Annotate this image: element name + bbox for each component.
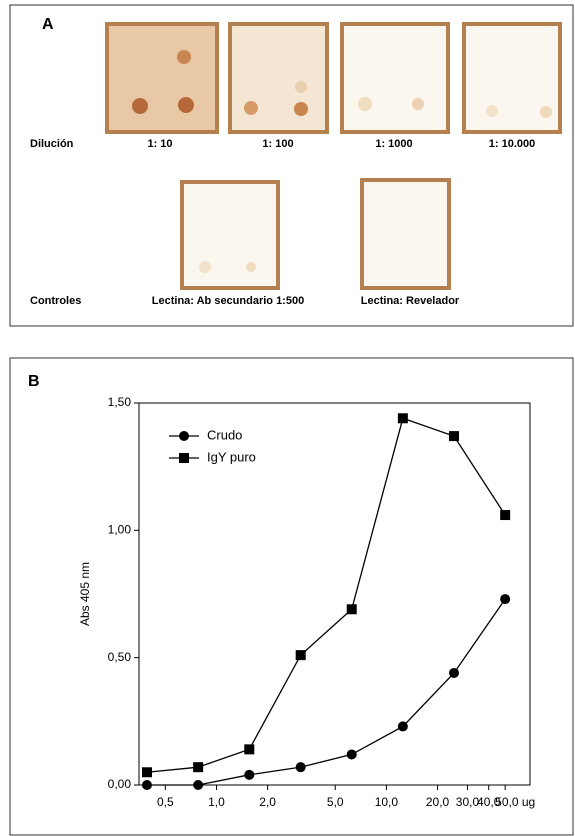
x-tick-label: 30,0: [456, 795, 480, 809]
marker: [346, 604, 357, 615]
panel-b-frame: [9, 357, 574, 836]
legend-label: Crudo: [207, 427, 242, 442]
marker: [397, 721, 408, 732]
spot: [358, 97, 372, 111]
spot: [294, 102, 308, 116]
marker: [295, 762, 306, 773]
y-tick-label: 0,50: [108, 650, 132, 664]
spot: [178, 97, 194, 113]
dilution-label: 1: 1000: [375, 138, 412, 150]
legend-marker: [179, 431, 189, 441]
panel-a-frame: [9, 4, 574, 327]
series-line: [146, 598, 506, 786]
marker: [141, 767, 152, 778]
x-tick-label: 0,5: [157, 795, 174, 809]
marker: [193, 780, 204, 790]
spot: [199, 261, 211, 273]
blot: [180, 180, 280, 290]
x-tick-label: 40,0: [477, 795, 501, 809]
spot: [177, 50, 191, 64]
blot: [228, 22, 329, 134]
row-label: Dilución: [30, 138, 74, 150]
marker: [193, 762, 204, 773]
controls-label: Controles: [30, 295, 81, 307]
panel-label: B: [28, 373, 40, 390]
spot: [246, 262, 256, 272]
marker: [500, 510, 511, 521]
marker: [346, 749, 357, 760]
dilution-label: 1: 100: [262, 138, 293, 150]
blot: [105, 22, 219, 134]
y-tick-label: 1,00: [108, 523, 132, 537]
spot: [295, 81, 307, 93]
control-label: Lectina: Ab secundario 1:500: [152, 295, 304, 307]
marker: [141, 780, 152, 790]
blots: [105, 22, 562, 290]
control-label: Lectina: Revelador: [361, 295, 460, 307]
x-tick-label: 5,0: [327, 795, 344, 809]
y-tick-label: 1,50: [108, 395, 132, 409]
x-tick-label: 20,0: [426, 795, 450, 809]
plot-frame: [138, 402, 531, 786]
series-line: [146, 417, 506, 773]
legend-marker: [179, 453, 189, 463]
marker: [449, 667, 460, 678]
x-tick-label: 50,0 ug: [495, 795, 535, 809]
spot: [132, 98, 148, 114]
x-tick-label: 2,0: [259, 795, 276, 809]
marker: [244, 769, 255, 780]
spot: [244, 101, 258, 115]
legend-label: IgY puro: [207, 449, 256, 464]
marker: [500, 594, 511, 605]
dilution-label: 1: 10: [147, 138, 172, 150]
marker: [295, 650, 306, 661]
spot: [486, 105, 498, 117]
marker: [397, 413, 408, 424]
blot: [360, 178, 451, 290]
y-tick-label: 0,00: [108, 777, 132, 791]
spot: [540, 106, 552, 118]
panel-label: A: [42, 16, 54, 33]
plot: 0,00 0,50 1,00 1,50 0,5 1,0 2,0 5,0 10,0 20,0 30,0…: [108, 395, 536, 809]
y-axis-label: Abs 405 nm: [78, 562, 92, 626]
dilution-label: 1: 10.000: [489, 138, 535, 150]
x-tick-label: 1,0: [208, 795, 225, 809]
marker: [244, 744, 255, 755]
x-tick-label: 10,0: [375, 795, 399, 809]
marker: [449, 431, 460, 442]
spot: [412, 98, 424, 110]
blot: [340, 22, 450, 134]
